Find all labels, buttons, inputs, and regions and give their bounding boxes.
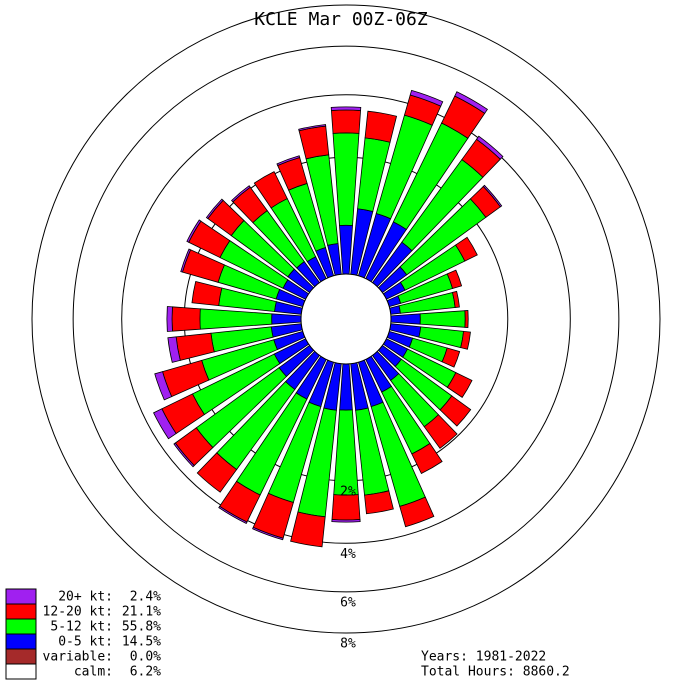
bar-segment [253,171,288,209]
bar-segment [252,526,284,541]
legend-swatch [5,603,37,620]
legend: 20+ kt: 2.4% 12-20 kt: 21.1% 5-12 kt: 55.8% 0-… [5,588,161,680]
ring [72,45,620,593]
bar-segment [446,269,463,289]
legend-swatch [5,588,37,605]
bar-segment [154,371,173,401]
bar-segment [231,185,251,203]
legend-label: 0-5 kt: [58,635,113,650]
ring [31,4,661,634]
bar-segment [290,511,326,548]
legend-label: 12-20 kt: [43,605,113,620]
legend-swatch [5,663,37,680]
bar-segment [364,110,398,143]
ring [121,94,571,544]
bar-segment [464,310,469,328]
legend-value: 6.2% [130,665,161,680]
bar-segment [330,106,362,111]
bar-segment [482,184,503,208]
legend-value: 55.8% [122,620,161,635]
footer-years: Years: 1981-2022 [421,650,546,665]
legend-swatch [5,618,37,635]
bar-segment [399,496,435,528]
bar-segment [271,313,302,325]
legend-label: variable: [43,650,113,665]
legend-label: 5-12 kt: [50,620,113,635]
ring-label: 2% [340,484,356,499]
bar-segment [153,408,177,440]
bar-segment [419,310,466,328]
bar-segment [331,519,361,523]
bar-segment [441,347,461,368]
footer-hours: Total Hours: 8860.2 [421,665,570,680]
bar-segment [411,442,443,475]
bar-segment [455,236,478,262]
bar-segment [390,313,421,325]
bar-segment [454,91,488,114]
bar-segment [364,490,394,515]
bar-segment [167,336,181,363]
legend-value: 21.1% [122,605,161,620]
legend-value: 0.0% [130,650,161,665]
legend-value: 2.4% [130,590,161,605]
bar-segment [298,124,327,132]
bar-segment [423,414,458,449]
bar-segment [173,442,195,468]
bar-segment [166,306,173,332]
bar-segment [460,330,471,350]
chart-title: KCLE Mar 00Z-06Z [254,9,428,30]
legend-swatch [5,633,37,650]
legend-label: calm: [74,665,113,680]
bar-segment [171,306,201,332]
bar-segment [191,281,223,307]
ring-labels: 2% 4% 6% 8% [340,484,356,651]
bar-segment [330,109,362,134]
legend-label: 20+ kt: [58,590,113,605]
bar-segment [218,505,248,525]
legend-swatch [5,648,37,665]
bar-segment [196,452,238,493]
calm-circle [300,273,392,365]
legend-value: 14.5% [122,635,161,650]
ring-label: 4% [340,547,356,562]
bar-segment [409,89,444,107]
bars [153,89,504,548]
ring-label: 6% [340,595,356,610]
ring-label: 8% [340,637,356,652]
bar-segment [205,198,224,220]
bar-segment [452,290,460,308]
bar-segment [276,155,301,167]
bar-segment [476,135,504,160]
bar-segment [180,248,192,273]
bar-segment [439,395,472,427]
bar-segment [186,219,202,243]
